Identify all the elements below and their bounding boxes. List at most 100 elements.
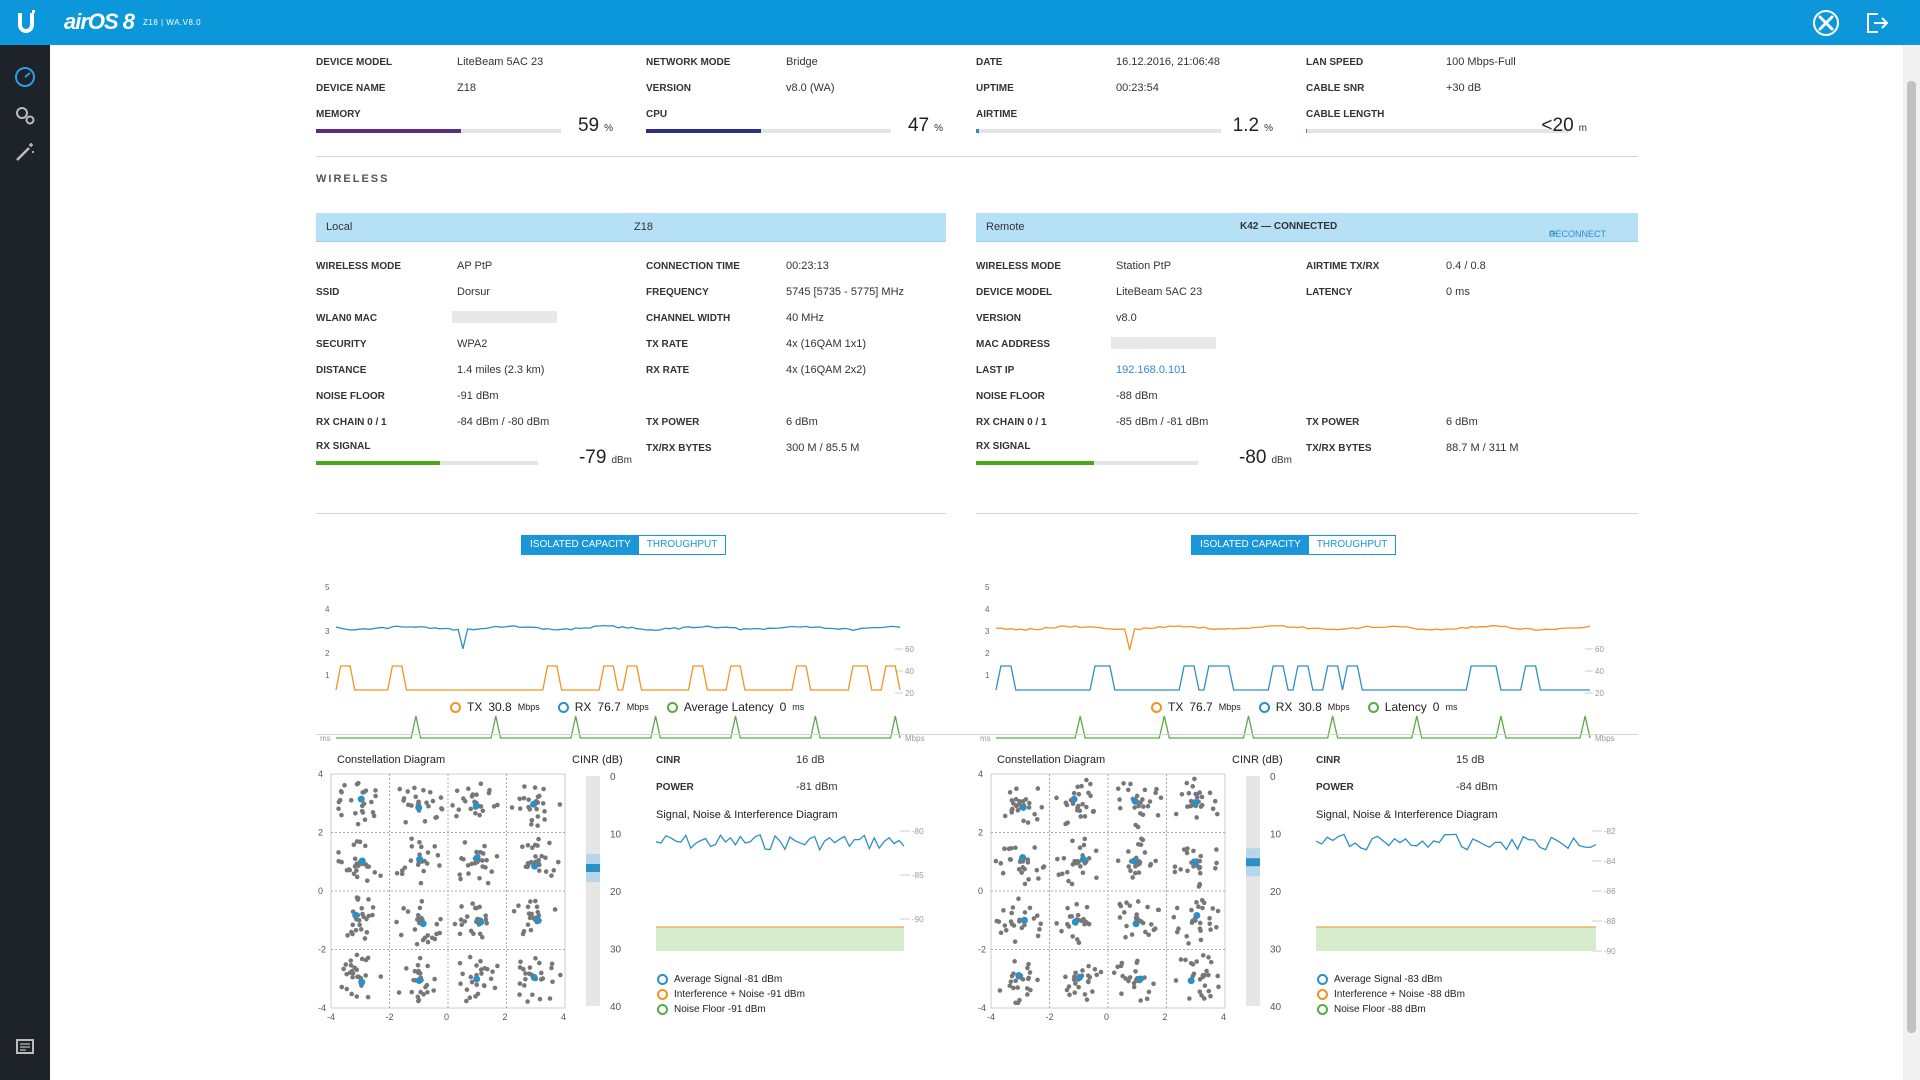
constellation-point xyxy=(462,840,468,845)
constellation-point xyxy=(521,795,527,801)
constellation-point xyxy=(1117,797,1122,802)
constellation-point xyxy=(1056,872,1062,878)
legend-item[interactable]: Average Latency 0 ms xyxy=(666,700,804,714)
constellation-point xyxy=(357,922,362,928)
constellation-point xyxy=(349,991,354,997)
constellation-point xyxy=(1002,923,1008,928)
constellation-point xyxy=(1199,898,1205,903)
constellation-point xyxy=(412,785,417,791)
constellation-point xyxy=(474,963,479,968)
constellation-point xyxy=(536,868,542,873)
constellation-point xyxy=(403,819,408,825)
constellation-point xyxy=(1138,842,1144,848)
constellation-point xyxy=(1128,781,1133,787)
constellation-point xyxy=(477,812,482,818)
constellation-point xyxy=(363,862,369,867)
right-tick-label: 40 xyxy=(1595,667,1604,676)
remote-info-label: MAC ADDRESS xyxy=(976,339,1051,350)
magic-wand-icon[interactable] xyxy=(13,140,37,164)
left-tick-label: 3 xyxy=(325,627,330,636)
ubiquiti-u-icon[interactable] xyxy=(10,7,42,39)
constellation-point xyxy=(402,865,408,870)
constellation-point xyxy=(1080,801,1085,807)
legend-item[interactable]: RX 30.8 Mbps xyxy=(1258,700,1350,714)
local-info-value: 4x (16QAM 2x2) xyxy=(786,364,867,376)
remote-connection-status: K42 — CONNECTED xyxy=(1240,221,1338,232)
constellation-point xyxy=(527,915,533,921)
constellation-point xyxy=(354,952,360,958)
capacity-line-top xyxy=(995,624,1591,650)
dashboard-icon[interactable] xyxy=(13,65,37,89)
scrollbar-thumb[interactable] xyxy=(1907,81,1916,1033)
constellation-point xyxy=(1198,853,1204,859)
constellation-point xyxy=(1212,865,1218,871)
constellation-point xyxy=(352,856,358,862)
constellation-centroid xyxy=(1132,920,1140,928)
legend-value: 0 xyxy=(779,700,787,714)
constellation-point xyxy=(1012,959,1017,964)
constellation-point xyxy=(363,788,369,793)
constellation-point xyxy=(1026,961,1031,967)
constellation-point xyxy=(1126,864,1132,869)
constellation-point xyxy=(409,844,415,849)
legend-item[interactable]: TX 30.8 Mbps xyxy=(450,700,540,714)
cinr-tick-label: 20 xyxy=(610,887,622,898)
legend-dot-icon xyxy=(557,701,569,713)
constellation-point xyxy=(401,906,406,911)
constellation-point xyxy=(525,904,531,910)
remote-info-value[interactable]: 192.168.0.101 xyxy=(1116,364,1187,376)
constellation-point xyxy=(422,819,428,824)
constellation-point xyxy=(1084,904,1090,910)
logout-icon[interactable] xyxy=(1864,10,1890,36)
local-info-label: WIRELESS MODE xyxy=(316,261,402,272)
remote-capacity-legend: TX 76.7 Mbps RX 30.8 Mbps Latency 0 ms xyxy=(1151,700,1457,714)
local-tab-throughput[interactable]: THROUGHPUT xyxy=(646,539,718,550)
remote-tab-isolated-capacity[interactable]: ISOLATED CAPACITY xyxy=(1192,536,1309,554)
constellation-point xyxy=(467,954,473,960)
left-tick-label: 1 xyxy=(985,671,990,680)
axis-tick-label: -2 xyxy=(318,945,326,955)
cable-length-value: <20 m xyxy=(1541,115,1587,136)
constellation-point xyxy=(540,801,546,806)
local-info-label: RX CHAIN 0 / 1 xyxy=(316,417,387,428)
constellation-point xyxy=(343,962,349,967)
constellation-point xyxy=(491,804,497,809)
constellation-point xyxy=(394,919,399,925)
legend-item[interactable]: Latency 0 ms xyxy=(1367,700,1457,714)
legend-dot-icon xyxy=(1151,701,1162,713)
constellation-centroid xyxy=(1130,857,1138,865)
constellation-point xyxy=(478,958,483,964)
remote-capacity-chart: 5 4 3 2 1 ms 60 40 20 Mbps xyxy=(980,583,1615,743)
constellation-centroid xyxy=(1136,975,1144,983)
airtime-value: 1.2% xyxy=(1232,115,1273,136)
cable-snr-value: +30 dB xyxy=(1446,82,1482,94)
local-info-label: NOISE FLOOR xyxy=(316,391,385,402)
scrollbar[interactable] xyxy=(1903,45,1920,1080)
constellation-point xyxy=(1178,867,1183,872)
constellation-point xyxy=(1197,920,1203,926)
remote-info-value: v8.0 xyxy=(1116,312,1137,324)
constellation-centroid xyxy=(1079,855,1087,863)
tools-icon[interactable] xyxy=(1812,9,1840,37)
constellation-point xyxy=(1021,818,1026,824)
legend-item[interactable]: RX 76.7 Mbps xyxy=(557,700,649,714)
constellation-point xyxy=(1035,933,1041,939)
legend-item[interactable]: TX 76.7 Mbps xyxy=(1151,700,1241,714)
constellation-point xyxy=(471,931,476,937)
remote-info-value: 0 ms xyxy=(1446,286,1470,298)
constellation-centroid xyxy=(1191,859,1199,867)
console-icon[interactable] xyxy=(13,1035,37,1059)
constellation-point xyxy=(362,936,368,941)
memory-value: 59% xyxy=(577,115,613,136)
constellation-point xyxy=(459,922,465,928)
constellation-point xyxy=(539,970,544,976)
settings-gears-icon[interactable] xyxy=(13,103,37,127)
constellation-point xyxy=(478,967,484,972)
constellation-point xyxy=(469,979,475,985)
constellation-point xyxy=(362,817,368,823)
local-info-label: SSID xyxy=(316,287,340,298)
legend-value: 30.8 xyxy=(488,700,512,714)
remote-tab-throughput[interactable]: THROUGHPUT xyxy=(1316,539,1388,550)
local-tab-isolated-capacity[interactable]: ISOLATED CAPACITY xyxy=(522,536,639,554)
